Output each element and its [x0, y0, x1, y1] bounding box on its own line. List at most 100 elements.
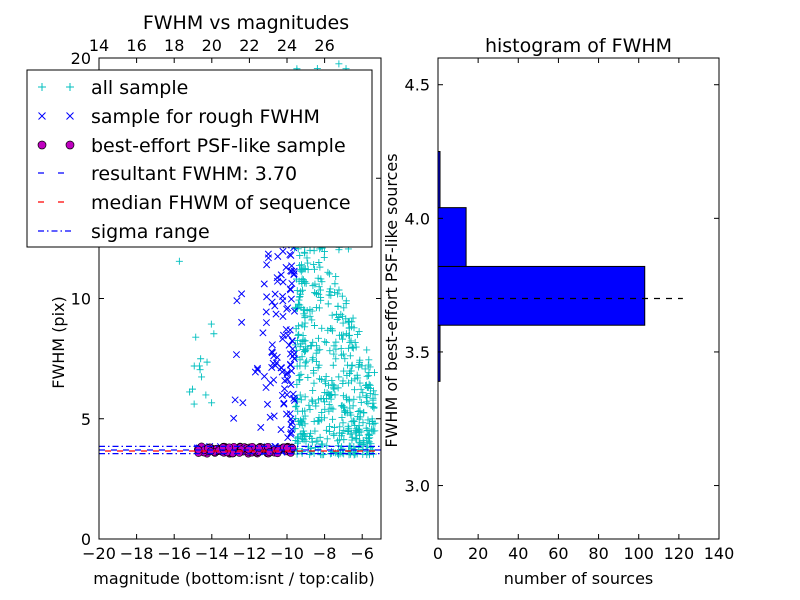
data-point-rough	[233, 297, 241, 305]
data-point-all	[326, 423, 334, 431]
data-point-rough	[282, 325, 290, 334]
data-point-all	[333, 310, 341, 318]
data-point-all	[370, 369, 378, 377]
data-point-all	[338, 292, 346, 300]
data-point-rough	[253, 364, 261, 372]
legend-label: sigma range	[91, 221, 210, 243]
data-point-all	[316, 433, 324, 441]
data-point-all	[356, 393, 364, 401]
data-point-all	[346, 430, 354, 438]
legend-label: best-effort PSF-like sample	[91, 135, 346, 157]
data-point-all	[308, 434, 316, 442]
data-point-rough	[271, 302, 279, 310]
data-point-all	[349, 314, 357, 322]
hist-y-tick-label: 4.5	[405, 76, 430, 95]
data-point-rough	[279, 312, 287, 321]
x-tick-label: −12	[233, 544, 267, 563]
data-point-all	[359, 440, 367, 448]
data-point-all	[342, 299, 350, 307]
data-point-all	[342, 409, 350, 417]
data-point-all	[330, 342, 338, 350]
data-point-all	[321, 338, 329, 346]
data-point-all	[357, 398, 365, 406]
data-point-all	[301, 359, 309, 367]
data-point-all	[292, 325, 300, 333]
data-point-all	[339, 392, 347, 400]
data-point-all	[364, 416, 372, 424]
data-point-all	[338, 413, 346, 421]
right-plot-area	[437, 57, 720, 540]
data-point-all	[334, 302, 342, 310]
legend-marker-all	[38, 83, 46, 91]
data-point-all	[310, 379, 318, 387]
data-point-all	[340, 304, 348, 312]
data-point-all	[335, 436, 343, 444]
data-point-all	[296, 252, 304, 260]
top-tick-label: 18	[164, 36, 184, 55]
data-point-all	[292, 341, 300, 349]
data-point-rough	[279, 335, 287, 343]
data-point-all	[315, 304, 323, 312]
data-point-all	[331, 423, 339, 431]
data-point-rough	[289, 345, 297, 353]
left-chart-title: FWHM vs magnitudes	[143, 12, 349, 34]
data-point-all	[330, 431, 338, 439]
data-point-all	[321, 388, 329, 396]
data-point-all	[308, 438, 316, 446]
data-point-all	[346, 352, 354, 360]
data-point-rough	[266, 413, 274, 421]
data-point-rough	[287, 295, 295, 303]
data-point-all	[299, 435, 307, 443]
data-point-all	[348, 361, 356, 369]
data-point-rough	[284, 304, 292, 312]
data-point-all	[196, 366, 204, 374]
data-point-all	[310, 265, 318, 273]
data-point-rough	[288, 267, 296, 275]
right-chart-title: histogram of FWHM	[485, 35, 672, 57]
data-point-rough	[288, 418, 296, 426]
left-y-axis-label: FWHM (pix)	[49, 296, 68, 389]
data-point-rough	[283, 391, 291, 399]
data-point-all	[350, 386, 358, 394]
data-point-all	[311, 280, 319, 288]
data-point-all	[345, 324, 353, 332]
data-point-rough	[270, 352, 278, 360]
data-point-all	[365, 430, 373, 438]
data-point-all	[295, 372, 303, 380]
data-point-all	[291, 403, 299, 411]
data-point-rough	[288, 279, 296, 288]
data-point-all	[369, 403, 377, 411]
data-point-all	[309, 397, 317, 405]
hist-x-tick-label: 60	[548, 544, 568, 563]
data-point-all	[325, 400, 333, 408]
data-point-all	[336, 429, 344, 437]
data-point-all	[303, 254, 311, 262]
data-point-rough	[289, 352, 297, 360]
data-point-all	[365, 435, 373, 443]
data-point-all	[317, 376, 325, 384]
data-point-all	[339, 377, 347, 385]
data-point-rough	[290, 396, 299, 404]
data-point-all	[334, 290, 342, 298]
data-point-rough	[280, 400, 288, 408]
legend-marker-rough	[38, 112, 46, 120]
data-point-all	[370, 427, 378, 435]
data-point-all	[304, 373, 312, 381]
data-point-all	[356, 356, 364, 364]
data-point-all	[303, 357, 311, 365]
data-point-all	[366, 434, 374, 442]
right-x-axis-label: number of sources	[504, 569, 654, 588]
data-point-all	[317, 293, 325, 301]
data-point-all	[323, 435, 331, 443]
data-point-all	[324, 300, 332, 308]
data-point-all	[310, 247, 318, 255]
data-point-all	[370, 404, 378, 412]
data-point-all	[301, 393, 309, 401]
data-point-rough	[262, 383, 270, 392]
data-point-all	[335, 373, 343, 381]
left-x-axis-label: magnitude (bottom:isnt / top:calib)	[93, 569, 374, 588]
data-point-all	[341, 355, 349, 363]
data-point-all	[314, 417, 322, 425]
data-point-all	[296, 266, 304, 274]
